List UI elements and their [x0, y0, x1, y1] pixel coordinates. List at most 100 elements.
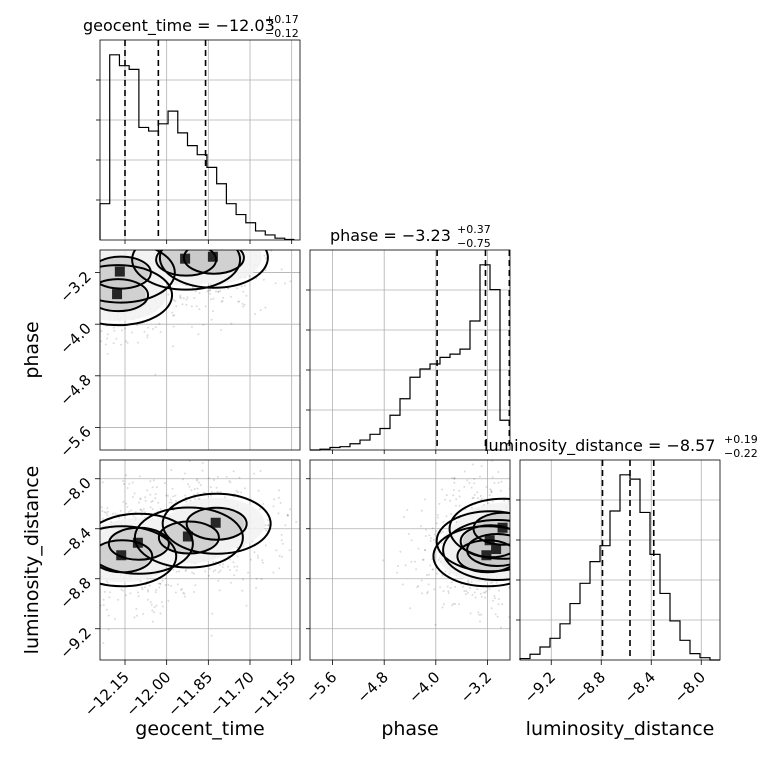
scatter-point	[126, 217, 128, 219]
scatter-point	[521, 560, 523, 562]
scatter-point	[480, 613, 483, 616]
scatter-point	[540, 562, 542, 564]
scatter-point	[514, 554, 516, 556]
scatter-point	[193, 297, 196, 299]
scatter-point	[165, 494, 168, 497]
scatter-point	[122, 234, 124, 236]
scatter-point	[147, 590, 150, 593]
scatter-point	[191, 247, 193, 249]
scatter-point	[511, 572, 513, 574]
y-tick-label-phase: −4.8	[56, 371, 94, 409]
scatter-point	[517, 550, 519, 552]
scatter-point	[286, 513, 289, 516]
scatter-point	[410, 539, 413, 542]
scatter-point	[159, 331, 162, 333]
scatter-point	[546, 563, 548, 565]
scatter-point	[538, 506, 540, 508]
scatter-point	[401, 583, 404, 586]
scatter-point	[208, 289, 211, 292]
scatter-point	[517, 518, 519, 520]
scatter-point	[195, 305, 198, 308]
scatter-point	[522, 509, 524, 511]
scatter-point	[208, 247, 210, 249]
scatter-point	[536, 515, 538, 517]
scatter-point	[92, 605, 94, 607]
scatter-point	[161, 579, 164, 582]
scatter-point	[524, 513, 526, 515]
scatter-point	[210, 634, 213, 637]
scatter-point	[189, 499, 192, 502]
scatter-point	[185, 298, 188, 301]
scatter-point	[522, 537, 524, 539]
scatter-point	[152, 246, 154, 248]
scatter-point	[183, 592, 186, 595]
scatter-point	[185, 500, 188, 503]
x-tick-label-geocent-time: −11.70	[206, 668, 258, 720]
scatter-point	[556, 558, 558, 560]
scatter-point	[257, 489, 260, 492]
scatter-point	[96, 286, 98, 288]
scatter-point	[213, 216, 215, 218]
scatter-point	[529, 555, 531, 557]
scatter-point	[479, 620, 481, 623]
scatter-point	[190, 236, 192, 238]
scatter-point	[251, 213, 253, 215]
scatter-point	[152, 479, 155, 482]
scatter-point	[32, 311, 34, 313]
scatter-point	[171, 245, 173, 247]
scatter-point	[232, 561, 235, 564]
scatter-point	[404, 564, 407, 567]
scatter-point	[517, 524, 519, 526]
scatter-point	[90, 301, 92, 303]
scatter-point	[160, 236, 162, 238]
scatter-point	[135, 607, 138, 610]
scatter-point	[532, 542, 534, 544]
scatter-point	[144, 243, 146, 245]
scatter-point	[174, 494, 177, 497]
scatter-point	[243, 303, 246, 306]
scatter-point	[520, 541, 522, 543]
scatter-point	[469, 587, 471, 589]
histogram-step-line	[310, 264, 510, 451]
scatter-point	[513, 493, 515, 495]
scatter-point	[225, 242, 227, 244]
scatter-point	[563, 510, 565, 512]
scatter-point	[420, 592, 423, 595]
scatter-point	[90, 597, 92, 599]
scatter-point	[447, 592, 450, 595]
contour-outer	[100, 525, 178, 588]
scatter-point	[119, 241, 121, 243]
scatter-point	[183, 595, 186, 598]
scatter-point	[592, 570, 594, 572]
scatter-point	[119, 509, 122, 512]
scatter-point	[434, 530, 437, 533]
scatter-point	[181, 245, 183, 247]
scatter-point	[126, 341, 129, 344]
scatter-point	[549, 557, 551, 559]
scatter-point	[204, 570, 207, 573]
scatter-point	[420, 579, 423, 582]
scatter-point	[490, 490, 493, 493]
scatter-point	[534, 550, 536, 552]
scatter-point	[144, 496, 147, 499]
scatter-point	[273, 498, 276, 501]
scatter-point	[128, 510, 130, 513]
scatter-point	[513, 479, 515, 481]
scatter-point	[471, 593, 474, 596]
scatter-point	[167, 599, 170, 602]
scatter-point	[155, 588, 158, 591]
scatter-point	[86, 564, 88, 566]
scatter-point	[180, 240, 182, 242]
scatter-point	[218, 589, 221, 592]
scatter-point	[515, 495, 517, 497]
scatter-point	[272, 505, 275, 508]
scatter-point	[90, 312, 92, 314]
scatter-point	[490, 491, 493, 494]
y-tick-label-luminosity-distance: −8.8	[56, 574, 94, 612]
scatter-point	[585, 536, 587, 538]
scatter-point	[85, 563, 87, 565]
scatter-point	[499, 489, 502, 492]
scatter-point	[305, 552, 307, 554]
scatter-point	[68, 307, 70, 309]
scatter-point	[263, 254, 266, 257]
